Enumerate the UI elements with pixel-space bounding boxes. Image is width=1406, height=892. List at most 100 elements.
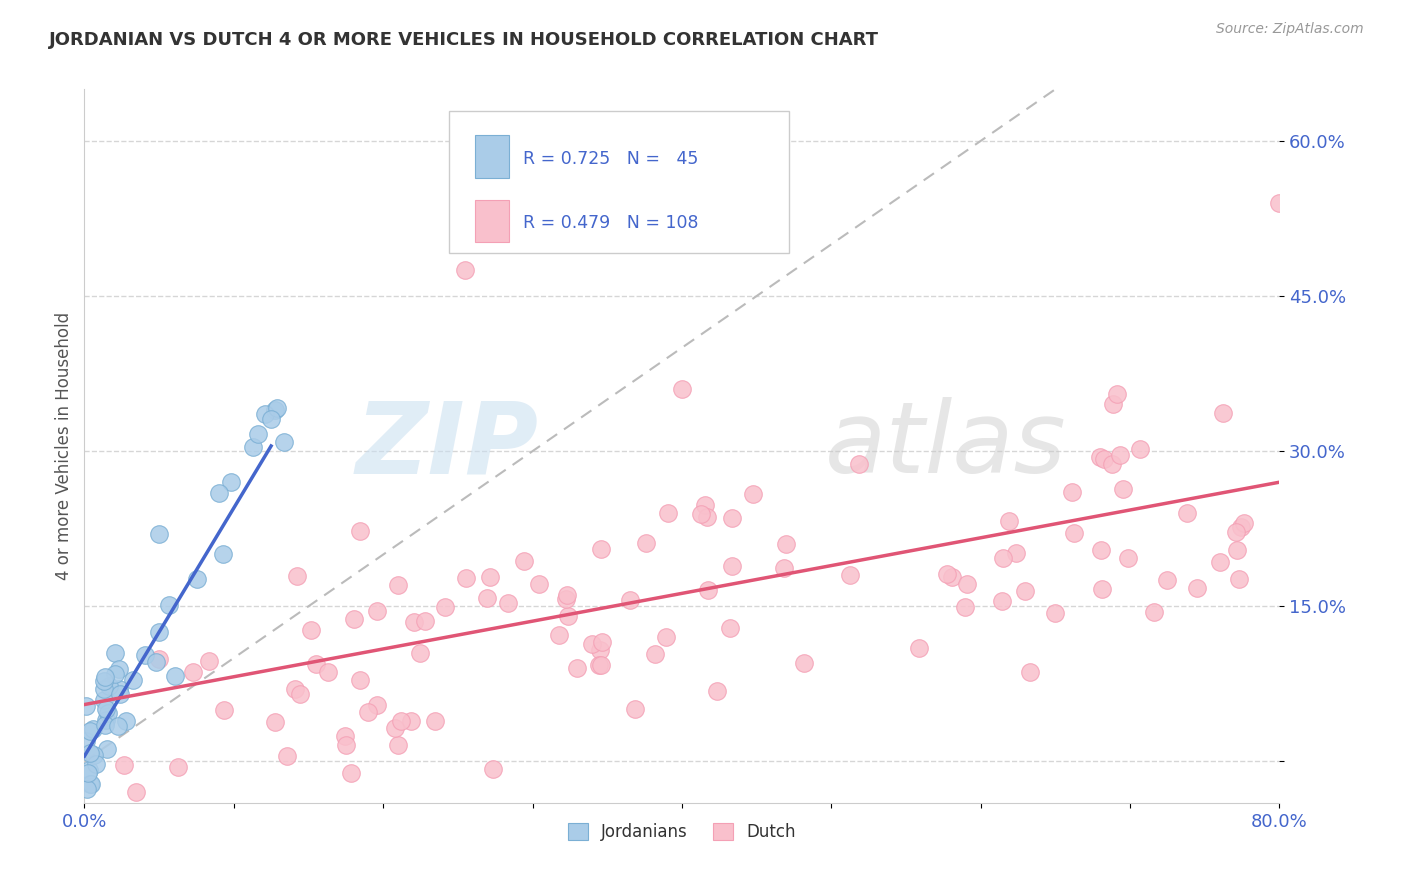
Point [107,719,129,733]
Point [623,701,645,715]
Point [79,777,101,791]
Point [689,507,711,521]
Point [259,412,281,426]
Point [94,702,117,716]
Point [413,614,436,628]
Point [79,746,101,760]
Point [1107,387,1129,401]
Point [387,578,409,592]
Point [93,693,115,707]
Point [956,577,979,591]
Point [108,662,131,676]
Point [588,658,610,673]
Point [208,485,231,500]
Point [1230,520,1253,534]
Point [513,554,536,568]
Point [83,748,105,763]
Point [1063,526,1085,541]
Point [242,441,264,455]
Point [349,524,371,538]
Point [1209,555,1232,569]
Point [384,721,406,735]
Point [340,765,363,780]
Point [75,698,97,713]
Point [991,550,1014,565]
Point [1102,397,1125,411]
Point [342,612,364,626]
Point [399,714,422,728]
Point [387,738,409,752]
Point [198,654,221,668]
Point [1143,605,1166,619]
Point [1233,516,1256,530]
Point [212,703,235,717]
Point [84,757,107,772]
Point [80,777,103,791]
Point [697,582,720,597]
Point [389,714,412,728]
Point [454,263,477,277]
Point [112,757,135,772]
Point [285,568,308,582]
Point [94,718,117,732]
Point [247,426,270,441]
Point [366,698,388,712]
Point [706,684,728,698]
Point [409,646,432,660]
Point [955,600,977,615]
Point [1156,573,1178,587]
Point [482,762,505,776]
Point [333,730,356,744]
Point [273,434,295,449]
Point [163,669,186,683]
Point [148,652,170,666]
Point [1018,665,1040,680]
Point [79,763,101,777]
Point [1090,543,1112,558]
Bar [475,200,509,243]
Point [167,760,190,774]
Point [555,588,578,602]
Point [79,724,101,739]
Point [108,687,131,701]
Point [1060,485,1083,500]
Point [936,567,959,582]
Point [1090,450,1112,465]
Point [98,679,121,693]
Point [425,714,447,729]
Point [557,609,579,624]
Point [299,623,322,637]
Point [434,600,457,615]
Point [264,402,287,417]
Point [478,570,501,584]
Point [284,681,307,696]
Point [477,591,499,605]
Point [1116,550,1139,565]
Point [402,615,425,629]
Point [456,571,478,585]
Text: R = 0.725   N =   45: R = 0.725 N = 45 [523,150,699,168]
Text: R = 0.479   N = 108: R = 0.479 N = 108 [523,214,699,232]
Point [219,475,242,489]
Point [305,657,328,671]
Point [121,673,143,687]
Point [1212,405,1234,419]
Point [742,486,765,500]
Text: JORDANIAN VS DUTCH 4 OR MORE VEHICLES IN HOUSEHOLD CORRELATION CHART: JORDANIAN VS DUTCH 4 OR MORE VEHICLES IN… [49,31,879,49]
Point [82,722,104,736]
Point [181,665,204,679]
Point [148,625,170,640]
Point [848,457,870,471]
Point [693,499,716,513]
Y-axis label: 4 or more Vehicles in Household: 4 or more Vehicles in Household [55,312,73,580]
Point [148,527,170,541]
Point [254,407,277,421]
Point [619,593,641,607]
Point [1129,442,1152,456]
Point [97,706,120,720]
Point [266,401,288,415]
Point [1004,546,1026,560]
Point [316,665,339,680]
Point [157,598,180,612]
Point [1227,572,1250,586]
